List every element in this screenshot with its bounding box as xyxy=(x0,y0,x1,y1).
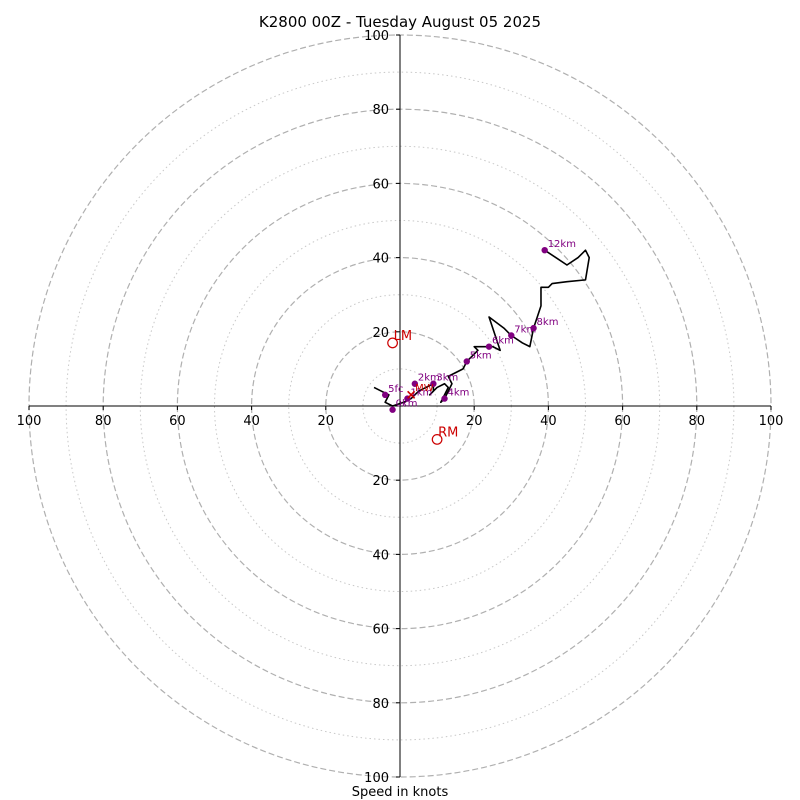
x-tick-label: 40 xyxy=(243,414,260,429)
y-tick-label: 80 xyxy=(372,103,389,118)
height-point xyxy=(389,406,396,413)
wind-trace-line xyxy=(373,249,591,407)
storm-motion-marker xyxy=(387,337,398,349)
height-point xyxy=(381,391,389,399)
storm-motion-label: LM xyxy=(394,329,412,344)
height-point xyxy=(441,395,448,402)
height-point-label: 4km xyxy=(448,388,470,399)
axes xyxy=(29,35,771,777)
height-point xyxy=(485,343,493,350)
storm-motion-marker xyxy=(431,433,443,445)
y-tick-label: 100 xyxy=(364,29,389,44)
height-point xyxy=(508,332,515,339)
height-point-label: 5km xyxy=(470,350,492,361)
height-point-label: 1km xyxy=(410,388,432,399)
height-point-label: 0km xyxy=(396,399,418,410)
chart-title: K2800 00Z - Tuesday August 05 2025 xyxy=(259,13,541,31)
y-tick-label: 60 xyxy=(372,623,389,638)
y-tick-label: 20 xyxy=(372,326,389,341)
height-point-label: 8km xyxy=(537,317,559,328)
mean-wind-marker xyxy=(407,390,416,399)
y-tick-label: 40 xyxy=(372,548,389,563)
x-tick-label: 20 xyxy=(318,414,335,429)
mean-wind-label: MW xyxy=(415,383,434,394)
x-axis-label: Speed in knots xyxy=(352,785,449,800)
height-point-label: 7km xyxy=(514,325,536,336)
height-point xyxy=(463,358,470,365)
height-point xyxy=(541,246,548,254)
tick-labels: 100 80 60 40 20 20 40 60 80 100 100 80 60 40 20 20 40 60 8… xyxy=(17,29,784,786)
height-point-label: 12km xyxy=(548,239,576,250)
wind-trace xyxy=(373,249,591,407)
storm-motion-label: RM xyxy=(438,425,458,440)
height-point xyxy=(530,324,537,332)
x-tick-label: 60 xyxy=(614,414,631,429)
x-tick-label: 100 xyxy=(759,414,784,429)
y-tick-label: 40 xyxy=(372,252,389,267)
height-point xyxy=(411,380,419,387)
y-tick-label: 60 xyxy=(372,177,389,192)
x-tick-label: 20 xyxy=(466,414,483,429)
y-tick-label: 100 xyxy=(364,771,389,786)
x-tick-label: 80 xyxy=(95,414,112,429)
height-point-label: 6km xyxy=(492,336,514,347)
y-tick-label: 20 xyxy=(372,474,389,489)
storm-motion: LM RM MW xyxy=(387,329,458,445)
x-tick-label: 100 xyxy=(17,414,42,429)
x-tick-label: 80 xyxy=(689,414,706,429)
height-point-label: 3km xyxy=(436,373,458,384)
height-point xyxy=(430,380,437,387)
height-point-label: 2km xyxy=(418,373,440,384)
x-tick-label: 40 xyxy=(540,414,557,429)
x-tick-label: 60 xyxy=(169,414,186,429)
height-point-label: 5fc xyxy=(388,384,403,395)
y-tick-label: 80 xyxy=(372,697,389,712)
